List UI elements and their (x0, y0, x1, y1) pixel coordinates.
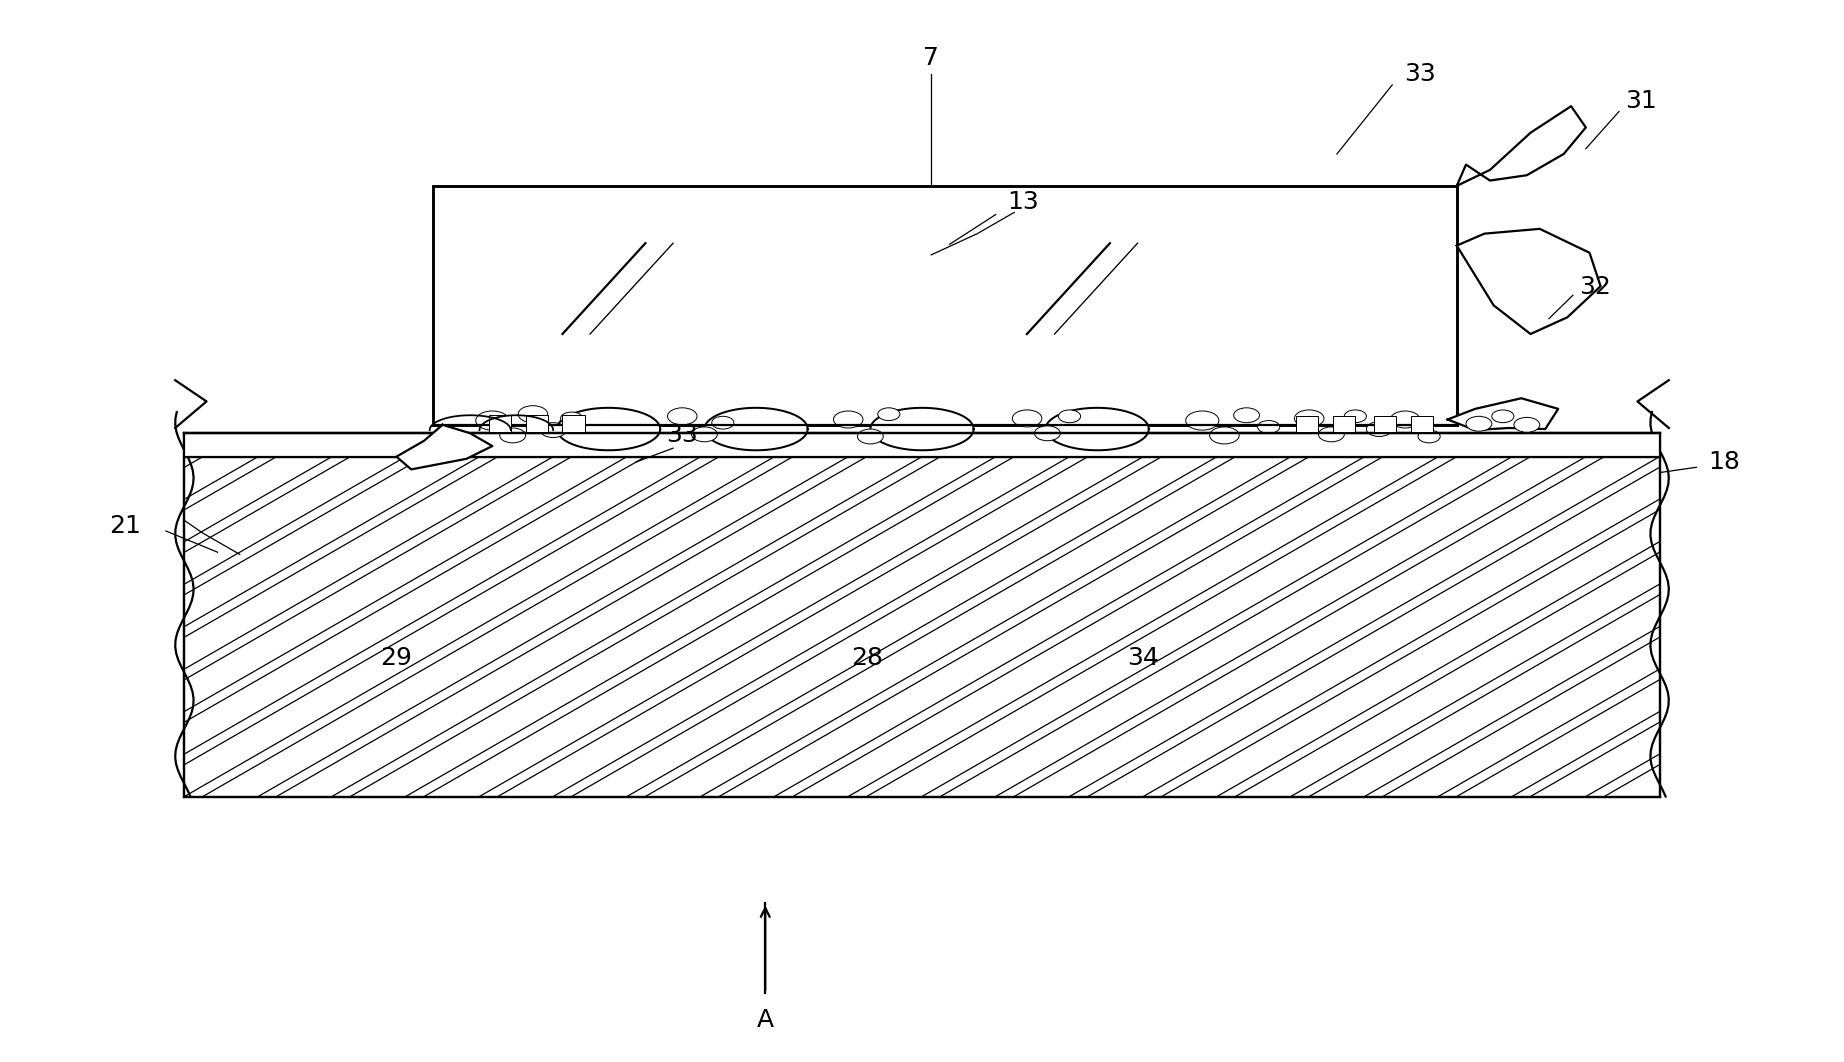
Text: 33: 33 (1403, 63, 1436, 86)
Circle shape (1294, 410, 1324, 427)
Polygon shape (870, 408, 974, 450)
Circle shape (1466, 416, 1492, 431)
Circle shape (518, 406, 548, 423)
Circle shape (833, 411, 863, 428)
Circle shape (1390, 411, 1420, 428)
Circle shape (857, 429, 883, 444)
Bar (1374, 416, 1396, 432)
Text: 31: 31 (1625, 89, 1658, 113)
Circle shape (540, 423, 566, 438)
Circle shape (668, 408, 697, 425)
Bar (1411, 416, 1433, 432)
Polygon shape (1448, 398, 1558, 430)
Text: 13: 13 (1007, 190, 1040, 213)
Circle shape (1418, 430, 1440, 443)
Text: 34: 34 (1127, 647, 1160, 670)
Bar (562, 415, 585, 432)
Circle shape (476, 411, 509, 430)
Circle shape (712, 416, 734, 429)
Text: 32: 32 (1578, 275, 1612, 298)
Polygon shape (557, 408, 660, 450)
Circle shape (878, 408, 900, 421)
Polygon shape (1457, 106, 1586, 186)
Circle shape (1366, 422, 1392, 436)
Text: A: A (756, 1008, 774, 1031)
Circle shape (1012, 410, 1042, 427)
Circle shape (1258, 421, 1280, 433)
Polygon shape (1046, 408, 1149, 450)
Text: 21: 21 (109, 514, 142, 537)
Text: 33: 33 (666, 424, 699, 447)
Circle shape (692, 427, 717, 442)
Circle shape (1344, 410, 1366, 423)
Bar (526, 415, 548, 432)
Circle shape (500, 428, 526, 443)
Circle shape (1514, 417, 1540, 432)
Circle shape (1492, 410, 1514, 423)
Text: 7: 7 (924, 47, 939, 70)
Polygon shape (396, 425, 492, 469)
Text: 18: 18 (1708, 450, 1741, 474)
Circle shape (1318, 427, 1344, 442)
Bar (433, 186, 1457, 425)
Bar (184, 433, 1660, 457)
Text: 29: 29 (380, 647, 413, 670)
Circle shape (561, 412, 583, 425)
Bar (1333, 416, 1355, 432)
Circle shape (1210, 427, 1239, 444)
Bar (184, 457, 1660, 796)
Text: 28: 28 (850, 647, 883, 670)
Circle shape (1186, 411, 1219, 430)
Bar (1296, 416, 1318, 432)
Circle shape (1034, 426, 1060, 441)
Bar (489, 415, 511, 432)
Circle shape (1058, 410, 1081, 423)
Circle shape (1234, 408, 1259, 423)
Polygon shape (1457, 229, 1601, 333)
Polygon shape (704, 408, 808, 450)
